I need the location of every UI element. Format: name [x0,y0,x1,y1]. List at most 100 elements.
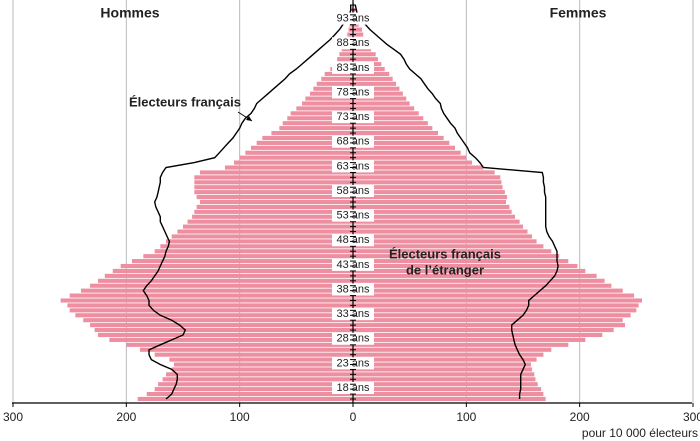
bar [290,111,353,116]
bar [143,254,353,259]
x-tick-label: 100 [230,410,250,424]
bar [166,372,353,377]
bar [353,121,428,126]
bar [173,362,353,367]
bar [239,155,353,160]
bar [353,288,623,293]
bar [139,347,353,352]
bar [81,288,353,293]
bar [296,106,353,111]
bar [353,170,495,175]
y-tick-label: 73 ans [336,111,370,123]
bar [353,27,363,32]
bar [196,195,353,200]
y-tick-label: 28 ans [336,333,370,345]
bar-annotation: Électeurs français [389,246,501,261]
age-label-bg [332,86,374,99]
left-title: Hommes [100,5,159,21]
bar [353,268,586,274]
age-label-bg [332,209,374,222]
bar [353,214,516,219]
bar [194,175,353,180]
age-label-bg [332,308,374,321]
y-tick-label: 93 ans [336,13,370,25]
bar [137,396,353,402]
bar [183,224,353,229]
bar [353,145,455,150]
y-tick-label: 68 ans [336,136,370,148]
y-tick-label: 63 ans [336,160,370,172]
bar [324,71,353,77]
bar [132,259,353,264]
age-label-bg [332,258,374,271]
y-tick-label: 18 ans [336,382,370,394]
bar [353,140,450,145]
age-label-bg [332,37,374,50]
bar [353,126,433,131]
bar [94,327,353,333]
bar [353,254,560,259]
bar [104,273,353,278]
bar [316,81,353,86]
bar [154,352,353,357]
bar [353,263,578,269]
bar [353,155,467,160]
bar [353,293,635,298]
x-tick-label: 300 [683,410,700,424]
y-tick-label: 83 ans [336,62,370,74]
bar [353,96,407,101]
age-label-bg [332,160,374,173]
bar [353,387,542,392]
age-label-bg [332,185,374,197]
bar [200,199,353,205]
bar [305,96,353,101]
bar [271,130,353,136]
bar [245,150,353,155]
bar [171,367,353,372]
bar [353,180,502,185]
bar [234,160,353,165]
bar [112,268,353,274]
bar [353,229,528,234]
bar [353,71,390,77]
y-tick-label: 53 ans [336,210,370,222]
bar [353,209,512,214]
age-label-bg [332,382,374,394]
bar [83,318,354,323]
bar [353,195,508,200]
bar [353,372,535,377]
bar [169,357,353,362]
bar [353,185,503,190]
bar [67,303,354,308]
age-label-bg [332,135,374,148]
bar [353,204,510,209]
y-tick-label: 58 ans [336,185,370,197]
annotation-arrowhead [246,116,252,121]
y-tick-label: 38 ans [336,283,370,295]
bar [353,135,444,141]
bar [353,318,623,323]
bar [60,298,353,303]
bar [353,101,410,106]
bar [353,130,438,136]
x-axis-label: pour 10 000 électeurs [582,426,698,440]
bar [353,199,506,205]
right-title: Femmes [550,5,607,21]
bar [251,145,353,150]
bar [353,76,393,81]
bar [287,116,353,121]
bar [339,52,353,57]
bar [256,140,353,145]
y-tick-label: 43 ans [336,259,370,271]
bar [353,313,631,318]
bar [353,323,625,328]
age-label-bg [332,283,374,296]
bar [171,234,353,239]
age-label-bg [332,332,374,345]
bar [75,313,353,318]
bar [353,52,376,57]
bar [353,283,612,288]
bar [162,377,353,382]
bar [120,263,354,269]
bar [90,323,354,328]
